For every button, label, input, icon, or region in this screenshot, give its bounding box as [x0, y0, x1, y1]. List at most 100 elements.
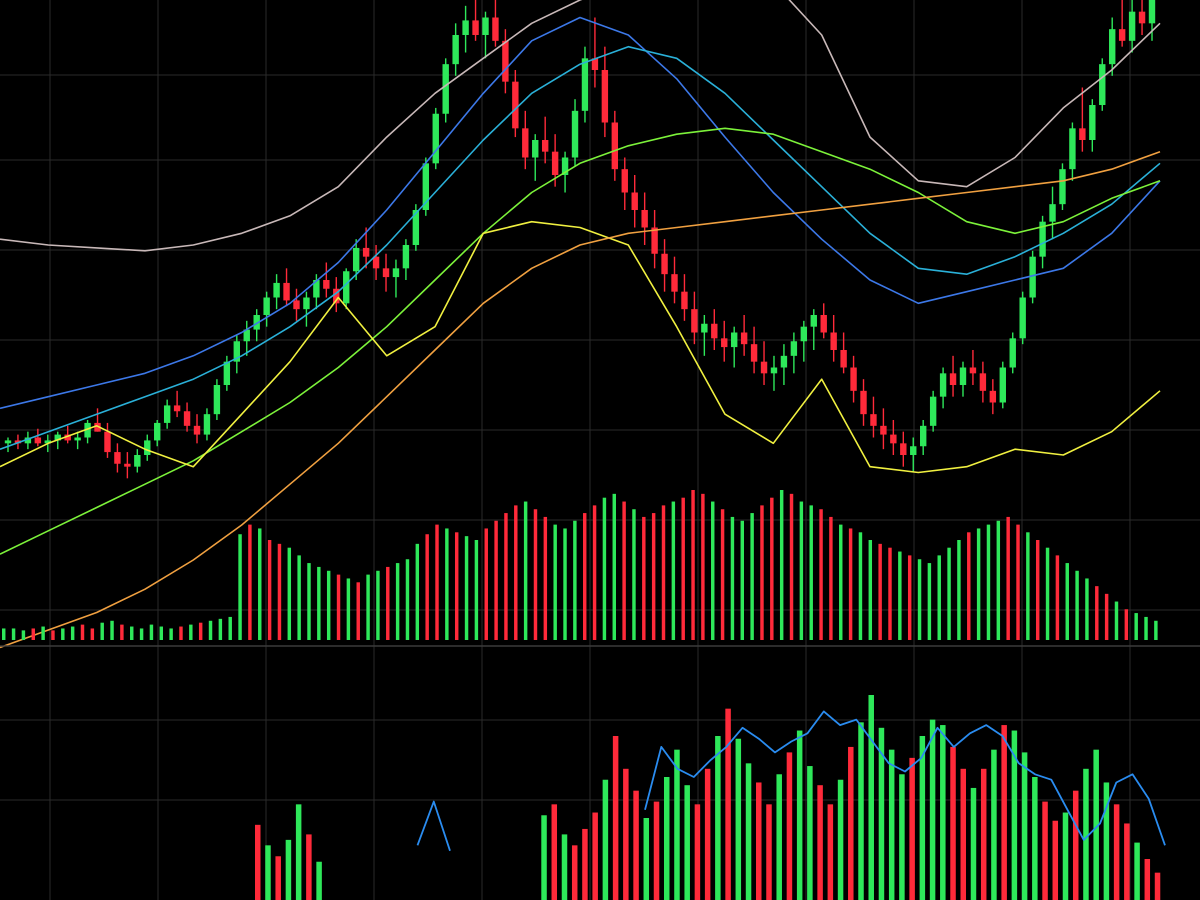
volume-bar: [425, 534, 429, 640]
volume-bar: [760, 505, 764, 640]
volume-bar: [986, 524, 991, 640]
candle-body: [571, 110, 579, 158]
volume-bar: [51, 630, 55, 640]
candle-body: [64, 434, 71, 441]
oscillator-bar: [623, 768, 629, 900]
candle-body: [343, 271, 350, 304]
volume-bar: [110, 620, 114, 640]
volume-bar: [70, 626, 75, 640]
candle-body: [203, 414, 211, 435]
candle-body: [263, 297, 270, 315]
candle-body: [920, 425, 927, 447]
candle-body: [54, 434, 61, 441]
candle-body: [84, 422, 91, 438]
volume-bar: [720, 509, 725, 640]
oscillator-bar: [1083, 768, 1089, 900]
volume-bar: [642, 516, 646, 640]
volume-bar: [208, 620, 213, 640]
candle-body: [442, 64, 449, 114]
oscillator-bar: [1042, 801, 1048, 900]
moving-average-line: [0, 0, 1161, 252]
oscillator-bar: [929, 719, 936, 900]
volume-bar: [1045, 547, 1050, 640]
volume-bar: [1104, 593, 1109, 640]
volume-bar: [80, 624, 85, 640]
oscillator-line: [416, 800, 451, 852]
volume-bar: [297, 555, 301, 640]
volume-bar: [917, 559, 922, 640]
oscillator-bar: [960, 768, 967, 900]
candle-body: [999, 367, 1006, 403]
candle-body: [273, 282, 280, 298]
candle-body: [830, 332, 837, 350]
volume-bar: [1016, 524, 1020, 640]
candle-body: [929, 396, 937, 426]
oscillator-bar: [858, 722, 864, 900]
volume-bar: [130, 626, 134, 640]
volume-bar: [464, 536, 469, 640]
candle-body: [760, 361, 768, 374]
candle-body: [283, 282, 290, 301]
candle-body: [800, 326, 808, 342]
candle-body: [541, 140, 549, 152]
volume-bar: [484, 528, 488, 640]
volume-bar: [523, 501, 528, 640]
volume-bar: [189, 624, 193, 640]
candle-body: [880, 425, 887, 435]
candle-body: [134, 455, 141, 467]
oscillator-bar: [561, 834, 568, 900]
oscillator-bar: [653, 801, 660, 900]
candle-body: [492, 17, 499, 41]
volume-bar: [779, 490, 784, 640]
candle-body: [482, 17, 489, 35]
candle-body: [124, 463, 131, 467]
volume-bar: [651, 513, 656, 640]
candle-body: [691, 309, 698, 333]
volume-bar: [592, 505, 597, 640]
candle-body: [681, 291, 688, 310]
candle-body: [1138, 11, 1146, 24]
candle-body: [193, 425, 201, 435]
volume-bar: [730, 516, 735, 640]
volume-bar: [405, 559, 410, 640]
volume-bar: [90, 628, 95, 640]
candle-body: [551, 151, 559, 175]
volume-bar: [543, 516, 548, 640]
candle-body: [770, 367, 778, 374]
candle-body: [74, 437, 81, 441]
oscillator-bar: [980, 768, 987, 900]
volume-bar: [691, 490, 695, 640]
oscillator-bar: [571, 845, 578, 900]
candle-body: [1069, 128, 1076, 170]
volume-bar: [907, 555, 912, 640]
volume-bar: [454, 532, 459, 640]
volume-bar: [11, 628, 16, 640]
volume-bar: [1154, 620, 1158, 640]
candle-body: [34, 437, 42, 444]
candle-body: [701, 323, 708, 333]
volume-bar: [839, 524, 843, 640]
volume-bar: [494, 520, 498, 640]
volume-bar: [1095, 586, 1099, 640]
candle-body: [850, 367, 857, 391]
oscillator-bar: [704, 768, 711, 900]
candle-body: [352, 247, 360, 272]
oscillator-bar: [1124, 823, 1130, 900]
candle-body: [1089, 105, 1096, 140]
oscillator-bar: [592, 812, 598, 900]
candle-body: [1009, 338, 1016, 368]
candle-body: [154, 422, 161, 441]
volume-bar: [317, 566, 321, 640]
candle-body: [979, 373, 987, 391]
candle-body: [472, 20, 479, 35]
candle-body: [810, 315, 817, 327]
volume-bar: [267, 540, 272, 640]
volume-bar: [258, 528, 262, 640]
candle-body: [969, 367, 977, 374]
oscillator-bar: [1001, 725, 1007, 900]
volume-bar: [435, 524, 439, 640]
volume-bar: [996, 520, 1001, 640]
oscillator-bar: [837, 779, 844, 900]
candle-body: [910, 446, 917, 455]
